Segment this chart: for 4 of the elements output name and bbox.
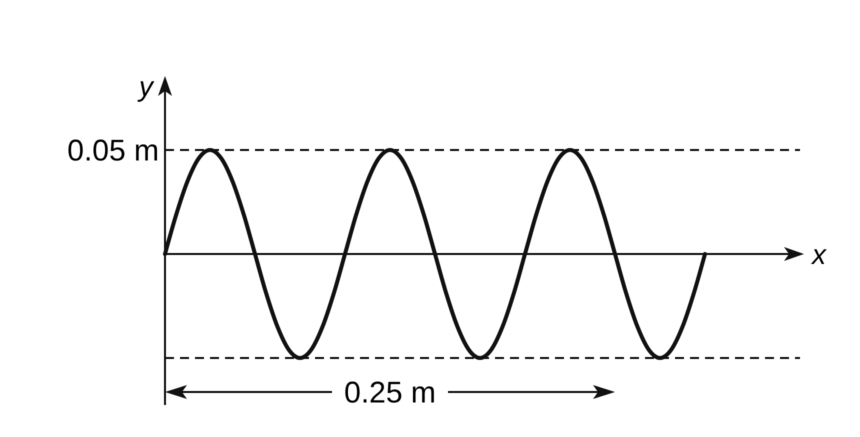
text: 0.25 m xyxy=(344,376,436,410)
text: 0.05 m xyxy=(67,134,159,168)
x-axis-title: x xyxy=(810,238,827,270)
y-axis-title: y xyxy=(137,71,155,102)
